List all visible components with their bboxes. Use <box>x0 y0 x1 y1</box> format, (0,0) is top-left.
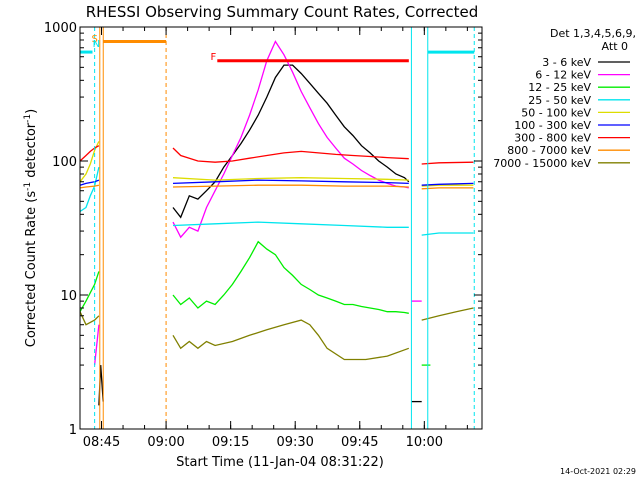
legend-label-5: 100 - 300 keV <box>514 119 591 132</box>
plot-area: SN F <box>79 27 475 429</box>
chart-title: RHESSI Observing Summary Count Rates, Co… <box>86 3 479 21</box>
series-line-0-1 <box>172 64 410 219</box>
footer-date: 14-Oct-2021 02:29 <box>560 467 636 476</box>
x-tick-label-0: 08:45 <box>83 435 120 450</box>
series-line-6-2 <box>421 161 474 165</box>
y-tick-label-0: 1 <box>69 423 77 438</box>
series-line-3-1 <box>172 221 409 228</box>
series-line-5-1 <box>172 179 409 185</box>
series-line-1-0 <box>93 324 100 366</box>
series-line-8-2 <box>421 307 474 321</box>
x-tick-label-2: 09:15 <box>212 435 249 450</box>
x-tick-label-1: 09:00 <box>147 435 184 450</box>
marker-label-n: N <box>93 39 100 50</box>
series-line-5-0 <box>79 179 100 186</box>
y-tick-label-1: 10 <box>60 289 77 304</box>
x-axis-label: Start Time (11-Jan-04 08:31:22) <box>176 455 384 470</box>
x-tick-label-3: 09:30 <box>276 435 313 450</box>
series-line-8-1 <box>172 319 410 361</box>
series-line-7-1 <box>172 184 409 188</box>
legend-label-1: 6 - 12 keV <box>535 69 591 82</box>
y-axis-label-sup2: -1 <box>23 114 33 123</box>
series-line-8-0 <box>79 311 100 326</box>
y-axis-label-end: ) <box>24 109 39 114</box>
series-line-7-2 <box>421 187 474 190</box>
y-ticks: 1 10 100 1000 <box>44 21 482 438</box>
series-line-4-1 <box>172 177 409 181</box>
x-tick-label-5: 10:00 <box>406 435 443 450</box>
marker-label-f: F <box>211 52 217 63</box>
series-line-6-0 <box>79 145 100 162</box>
series-line-2-1 <box>172 240 409 314</box>
series-line-7-0 <box>79 184 100 189</box>
series-line-3-2 <box>421 232 474 236</box>
y-tick-label-3: 1000 <box>44 21 77 36</box>
legend-label-3: 25 - 50 keV <box>528 94 591 107</box>
y-axis-label-main: Corrected Count Rate (s <box>24 191 39 348</box>
y-axis-label: Corrected Count Rate (s-1 detector-1) <box>23 109 39 347</box>
x-ticks: 08:45 09:00 09:15 09:30 09:45 10:00 <box>83 27 468 450</box>
series-line-1-1 <box>172 40 409 239</box>
legend-label-0: 3 - 6 keV <box>542 56 591 69</box>
legend-label-6: 300 - 800 keV <box>514 132 591 145</box>
x-tick-label-4: 09:45 <box>341 435 378 450</box>
plot-frame <box>79 26 483 430</box>
y-axis-label-sup1: -1 <box>23 182 33 191</box>
marker-label-s: S <box>91 34 97 45</box>
series-line-6-1 <box>172 147 409 163</box>
legend-label-7: 800 - 7000 keV <box>507 144 591 157</box>
series-line-3-0 <box>79 166 100 213</box>
legend-label-2: 12 - 25 keV <box>528 81 591 94</box>
y-axis-label-mid: detector <box>24 122 39 182</box>
legend-header: Det 1,3,4,5,6,9, <box>550 27 636 40</box>
series-line-2-0 <box>79 271 100 313</box>
legend-label-4: 50 - 100 keV <box>521 106 591 119</box>
legend-header-2: Att 0 <box>602 40 628 53</box>
y-tick-label-2: 100 <box>52 155 77 170</box>
legend-label-8: 7000 - 15000 keV <box>493 157 591 170</box>
